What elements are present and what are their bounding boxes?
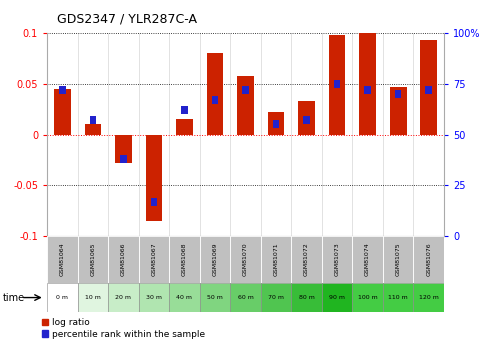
Bar xyxy=(261,283,291,312)
Text: 80 m: 80 m xyxy=(299,295,314,300)
Text: GSM81073: GSM81073 xyxy=(335,243,340,276)
Text: GSM81071: GSM81071 xyxy=(273,243,279,276)
Bar xyxy=(298,101,315,135)
Bar xyxy=(291,283,322,312)
Bar xyxy=(359,33,376,135)
Bar xyxy=(268,112,284,135)
Bar xyxy=(230,283,261,312)
Bar xyxy=(413,283,444,312)
Text: GSM81074: GSM81074 xyxy=(365,243,370,276)
Text: GSM81064: GSM81064 xyxy=(60,243,65,276)
Bar xyxy=(364,86,371,94)
Bar xyxy=(47,236,78,283)
Bar xyxy=(200,236,230,283)
Text: 50 m: 50 m xyxy=(207,295,223,300)
Text: GSM81069: GSM81069 xyxy=(212,243,218,276)
Bar xyxy=(383,236,413,283)
Text: 0 m: 0 m xyxy=(57,295,68,300)
Text: 30 m: 30 m xyxy=(146,295,162,300)
Bar xyxy=(303,116,310,125)
Bar xyxy=(90,116,96,125)
Bar xyxy=(212,96,218,104)
Bar xyxy=(352,236,383,283)
Bar xyxy=(207,53,223,135)
Text: 40 m: 40 m xyxy=(177,295,192,300)
Bar xyxy=(395,90,401,98)
Text: 70 m: 70 m xyxy=(268,295,284,300)
Legend: log ratio, percentile rank within the sample: log ratio, percentile rank within the sa… xyxy=(42,318,205,339)
Bar xyxy=(120,155,127,163)
Bar xyxy=(352,283,383,312)
Bar xyxy=(322,283,352,312)
Bar xyxy=(169,236,200,283)
Text: time: time xyxy=(2,293,25,303)
Bar xyxy=(78,283,108,312)
Text: 10 m: 10 m xyxy=(85,295,101,300)
Text: GSM81070: GSM81070 xyxy=(243,243,248,276)
Text: 120 m: 120 m xyxy=(419,295,438,300)
Text: 100 m: 100 m xyxy=(358,295,377,300)
Text: GSM81067: GSM81067 xyxy=(151,243,156,276)
Text: GSM81066: GSM81066 xyxy=(121,243,126,276)
Bar xyxy=(322,236,352,283)
Text: 110 m: 110 m xyxy=(388,295,408,300)
Bar xyxy=(261,236,291,283)
Bar xyxy=(139,236,169,283)
Text: GDS2347 / YLR287C-A: GDS2347 / YLR287C-A xyxy=(57,12,197,25)
Text: GSM81072: GSM81072 xyxy=(304,243,309,276)
Bar xyxy=(413,236,444,283)
Bar xyxy=(54,89,71,135)
Text: 60 m: 60 m xyxy=(238,295,253,300)
Bar xyxy=(334,80,340,88)
Bar xyxy=(84,125,101,135)
Bar xyxy=(47,283,78,312)
Bar xyxy=(115,135,132,163)
Bar xyxy=(390,87,407,135)
Bar xyxy=(242,86,249,94)
Bar xyxy=(273,120,279,128)
Text: GSM81065: GSM81065 xyxy=(90,243,95,276)
Bar xyxy=(200,283,230,312)
Bar xyxy=(181,106,188,114)
Text: GSM81076: GSM81076 xyxy=(426,243,431,276)
Bar xyxy=(78,236,108,283)
Text: GSM81075: GSM81075 xyxy=(396,243,401,276)
Bar xyxy=(169,283,200,312)
Bar xyxy=(139,283,169,312)
Bar xyxy=(108,283,139,312)
Bar xyxy=(425,86,432,94)
Text: 20 m: 20 m xyxy=(116,295,131,300)
Bar xyxy=(420,40,437,135)
Bar xyxy=(108,236,139,283)
Bar xyxy=(237,76,254,135)
Bar xyxy=(145,135,162,221)
Text: 90 m: 90 m xyxy=(329,295,345,300)
Bar xyxy=(151,198,157,206)
Bar xyxy=(291,236,322,283)
Text: GSM81068: GSM81068 xyxy=(182,243,187,276)
Bar xyxy=(383,283,413,312)
Bar xyxy=(329,35,346,135)
Bar xyxy=(176,119,193,135)
Bar xyxy=(230,236,261,283)
Bar xyxy=(59,86,66,94)
